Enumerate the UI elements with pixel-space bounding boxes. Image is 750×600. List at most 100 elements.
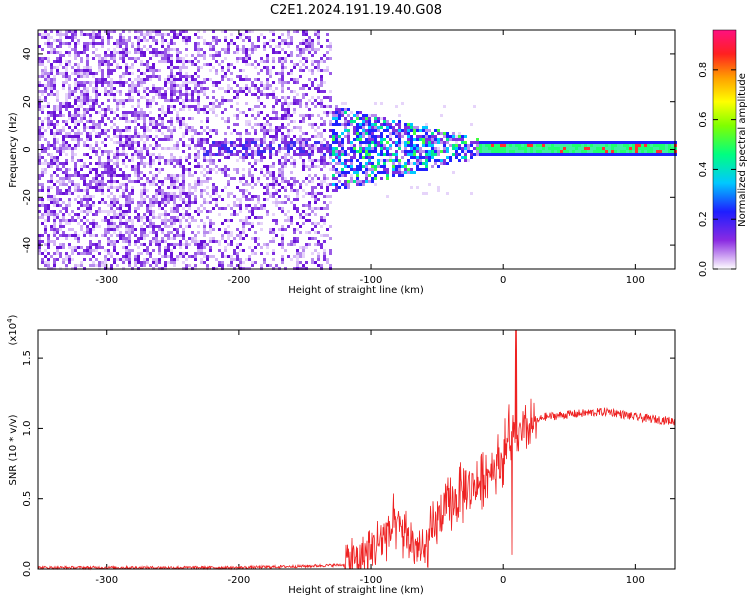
spectrogram-cell (233, 114, 236, 117)
spectrogram-cell (182, 189, 185, 192)
spectrogram-cell (242, 69, 245, 72)
spectrogram-cell (41, 213, 44, 216)
spectrogram-cell (233, 144, 236, 147)
spectrogram-cell (590, 153, 593, 156)
spectrogram-cell (182, 63, 185, 66)
spectrogram-cell (248, 108, 251, 111)
spectrogram-cell (272, 219, 275, 222)
spectrogram-cell (239, 180, 242, 183)
spectrogram-cell (329, 168, 332, 171)
spectrogram-cell (209, 210, 212, 213)
spectrogram-cell (368, 174, 371, 177)
spectrogram-cell (173, 84, 176, 87)
spectrogram-cell (77, 63, 80, 66)
spectrogram-cell (68, 111, 71, 114)
spectrogram-cell (62, 234, 65, 237)
spectrogram-cell (125, 48, 128, 51)
spectrogram-cell (236, 108, 239, 111)
spectrogram-cell (317, 255, 320, 258)
spectrogram-cell (308, 117, 311, 120)
spectrogram-cell (98, 225, 101, 228)
spectrogram-cell (209, 45, 212, 48)
spectrogram-cell (164, 219, 167, 222)
spectrogram-cell (125, 237, 128, 240)
spectrogram-cell (65, 210, 68, 213)
spectrogram-cell (110, 207, 113, 210)
spectrogram-cell (152, 162, 155, 165)
spectrogram-cell (185, 105, 188, 108)
spectrogram-cell (254, 231, 257, 234)
spectrogram-cell (290, 186, 293, 189)
spectrogram-cell (371, 165, 374, 168)
spectrogram-cell (344, 174, 347, 177)
spectrogram-cell (170, 198, 173, 201)
spectrogram-cell (305, 60, 308, 63)
spectrogram-cell (539, 141, 542, 144)
spectrogram-cell (233, 153, 236, 156)
spectrogram-cell (80, 120, 83, 123)
spectrogram-cell (182, 120, 185, 123)
spectrogram-cell (116, 252, 119, 255)
spectrogram-cell (245, 147, 248, 150)
spectrogram-cell (44, 264, 47, 267)
spectrogram-cell (584, 141, 587, 144)
spectrogram-cell (476, 141, 479, 144)
spectrogram-cell (338, 186, 341, 189)
spectrogram-cell (104, 255, 107, 258)
spectrogram-cell (41, 135, 44, 138)
spectrogram-cell (203, 252, 206, 255)
spectrogram-cell (134, 216, 137, 219)
spectrogram-cell (275, 96, 278, 99)
spectrogram-cell (671, 150, 674, 153)
spectrogram-cell (290, 156, 293, 159)
spectrogram-cell (41, 183, 44, 186)
spectrogram-cell (113, 57, 116, 60)
spectrogram-cell (137, 171, 140, 174)
spectrogram-cell (179, 165, 182, 168)
spectrogram-cell (554, 153, 557, 156)
spectrogram-cell (62, 258, 65, 261)
spectrogram-cell (41, 120, 44, 123)
spectrogram-cell (140, 204, 143, 207)
spectrogram-cell (386, 195, 389, 198)
spectrogram-cell (194, 189, 197, 192)
spectrogram-cell (311, 72, 314, 75)
spectrogram-cell (107, 105, 110, 108)
spectrogram-cell (170, 219, 173, 222)
spectrogram-cell (251, 177, 254, 180)
spectrogram-cell (146, 30, 149, 33)
spectrogram-cell (227, 126, 230, 129)
spectrogram-cell (113, 69, 116, 72)
spectrogram-cell (95, 150, 98, 153)
spectrogram-cell (347, 123, 350, 126)
spectrogram-cell (47, 42, 50, 45)
spectrogram-cell (149, 36, 152, 39)
spectrogram-cell (65, 69, 68, 72)
spectrogram-cell (248, 255, 251, 258)
spectrogram-cell (173, 78, 176, 81)
spectrogram-cell (560, 153, 563, 156)
spectrogram-cell (44, 33, 47, 36)
spectrogram-cell (44, 129, 47, 132)
spectrogram-cell (203, 42, 206, 45)
spectrogram-cell (107, 171, 110, 174)
spectrogram-cell (281, 168, 284, 171)
spectrogram-cell (80, 72, 83, 75)
spectrogram-cell (86, 96, 89, 99)
spectrogram-cell (173, 165, 176, 168)
spectrogram-cell (242, 225, 245, 228)
spectrogram-cell (221, 66, 224, 69)
spectrogram-cell (542, 153, 545, 156)
spectrogram-cell (329, 45, 332, 48)
spectrogram-cell (287, 255, 290, 258)
spectrogram-cell (323, 258, 326, 261)
spectrogram-cell (206, 111, 209, 114)
spectrogram-cell (317, 135, 320, 138)
spectrogram-cell (320, 225, 323, 228)
spectrogram-cell (551, 150, 554, 153)
spectrogram-cell (176, 141, 179, 144)
spectrogram-cell (443, 144, 446, 147)
spectrogram-cell (266, 243, 269, 246)
spectrogram-cell (254, 48, 257, 51)
spectrogram-cell (131, 72, 134, 75)
